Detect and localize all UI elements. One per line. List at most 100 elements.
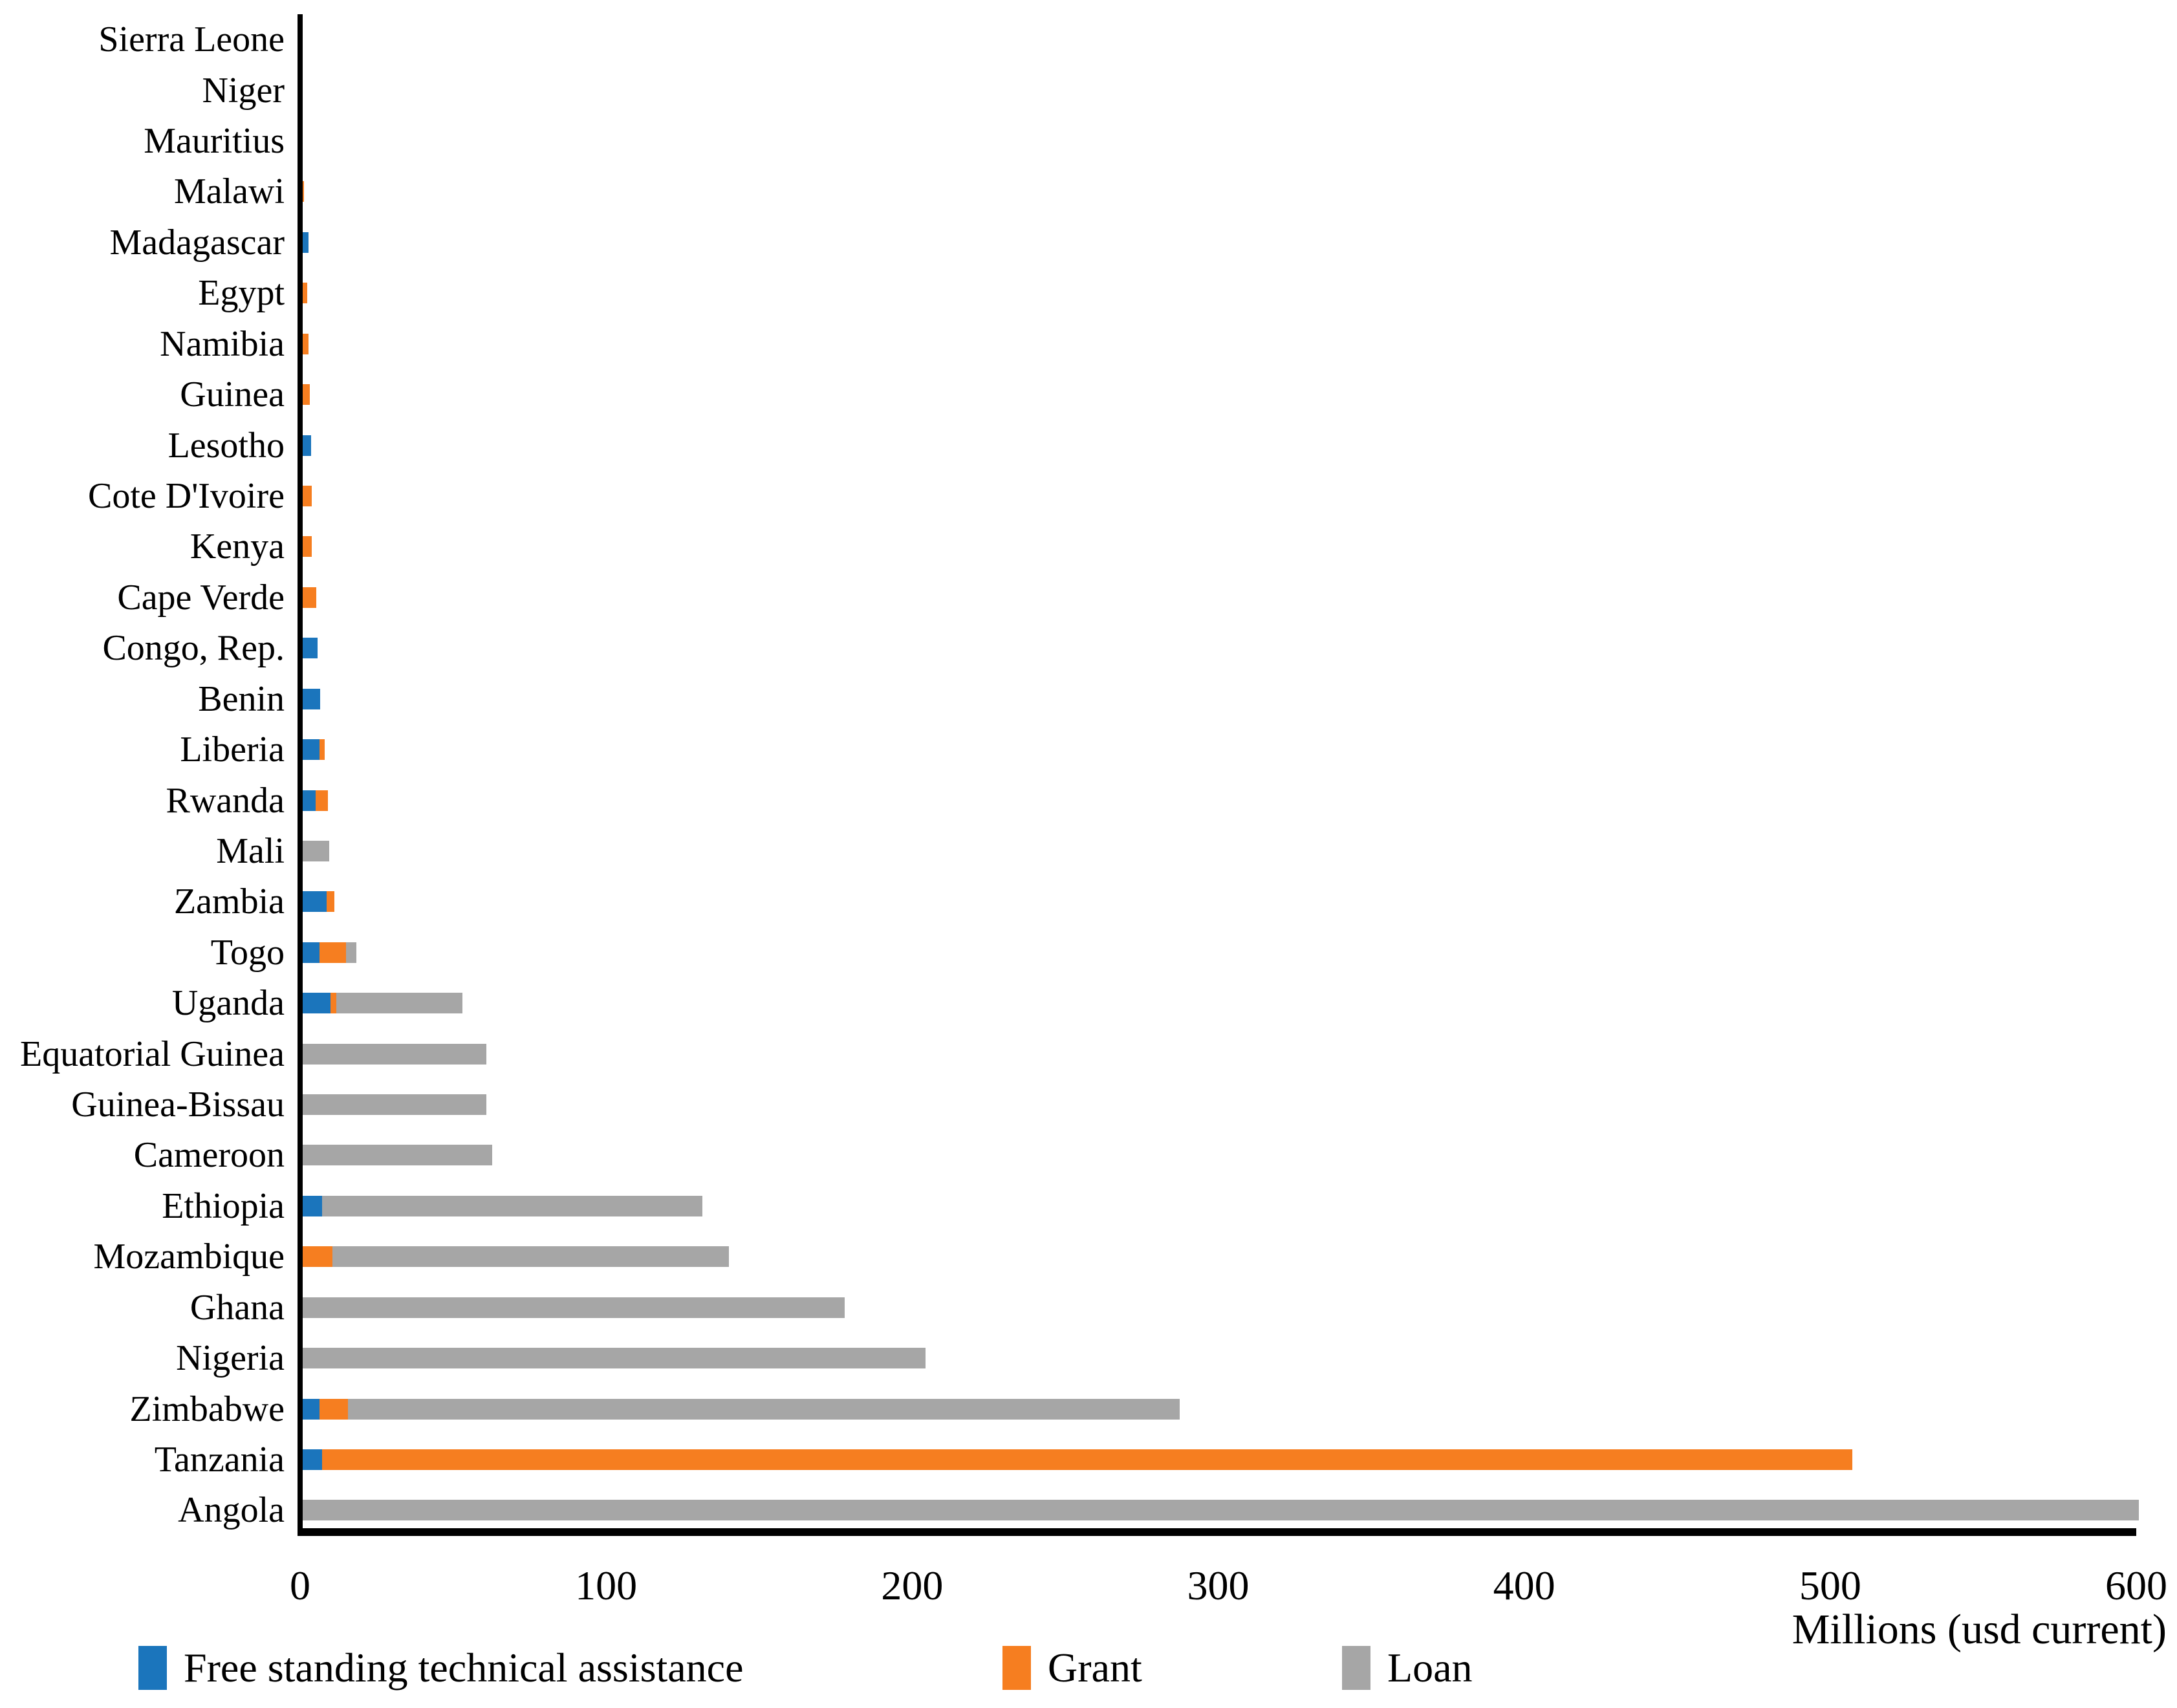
x-axis-ticks: 0 100 200 300 400 500 600 xyxy=(0,1565,2177,1617)
bar-row: Mozambique xyxy=(0,1231,2177,1282)
bar-row: Zambia xyxy=(0,876,2177,927)
bar-row: Togo xyxy=(0,927,2177,978)
bar-segment-free-standing-technical-assistance xyxy=(303,232,309,253)
bar-segment-grant xyxy=(303,536,312,557)
x-tick-label: 100 xyxy=(575,1562,638,1608)
category-label: Tanzania xyxy=(154,1440,285,1480)
bar-track xyxy=(303,1145,2177,1166)
bar-row: Ethiopia xyxy=(0,1181,2177,1231)
category-label: Zambia xyxy=(173,881,285,922)
bar-segment-grant xyxy=(303,333,309,354)
bar-track xyxy=(303,1297,2177,1318)
category-label: Mozambique xyxy=(93,1237,285,1277)
bar-segment-free-standing-technical-assistance xyxy=(303,942,320,963)
bar-track xyxy=(303,181,2177,202)
category-label: Niger xyxy=(202,70,285,111)
legend-label: Free standing technical assistance xyxy=(184,1645,744,1691)
bar-track xyxy=(303,1094,2177,1116)
legend-item: Grant xyxy=(1002,1646,1142,1690)
bar-segment-free-standing-technical-assistance xyxy=(303,790,316,811)
category-label: Rwanda xyxy=(166,780,285,821)
bar-segment-free-standing-technical-assistance xyxy=(303,1398,320,1420)
category-label: Liberia xyxy=(180,730,285,770)
bar-segment-free-standing-technical-assistance xyxy=(303,993,330,1014)
bar-row: Malawi xyxy=(0,166,2177,217)
legend-item: Free standing technical assistance xyxy=(138,1646,743,1690)
x-tick-label: 600 xyxy=(2105,1562,2167,1608)
bar-row: Niger xyxy=(0,65,2177,115)
bar-segment-loan xyxy=(303,1348,926,1369)
bar-segment-free-standing-technical-assistance xyxy=(303,1449,322,1471)
bar-track xyxy=(303,1500,2177,1521)
bar-track xyxy=(303,688,2177,709)
bar-segment-free-standing-technical-assistance xyxy=(303,435,311,456)
bar-row: Lesotho xyxy=(0,420,2177,470)
category-label: Lesotho xyxy=(168,425,285,466)
bar-row: Zimbabwe xyxy=(0,1383,2177,1434)
category-label: Equatorial Guinea xyxy=(20,1033,285,1074)
bar-segment-grant xyxy=(326,891,334,913)
category-label: Zimbabwe xyxy=(129,1389,285,1429)
category-label: Angola xyxy=(178,1490,285,1531)
bar-track xyxy=(303,435,2177,456)
x-tick-label: 400 xyxy=(1493,1562,1555,1608)
bar-track xyxy=(303,283,2177,304)
bar-track xyxy=(303,486,2177,506)
legend-item: Loan xyxy=(1342,1646,1473,1690)
bar-segment-loan xyxy=(345,942,356,963)
bar-track xyxy=(303,840,2177,861)
bar-row: Liberia xyxy=(0,724,2177,775)
bar-track xyxy=(303,131,2177,151)
bar-segment-loan xyxy=(303,1297,845,1318)
bar-track xyxy=(303,333,2177,354)
bar-segment-grant xyxy=(303,1246,332,1268)
legend-label: Grant xyxy=(1048,1645,1142,1691)
x-tick-label: 0 xyxy=(290,1562,310,1608)
legend-swatch-icon xyxy=(138,1646,167,1690)
category-label: Guinea xyxy=(180,374,285,415)
bar-segment-grant xyxy=(303,384,310,405)
bar-row: Guinea xyxy=(0,369,2177,420)
bar-track xyxy=(303,739,2177,761)
bar-segment-grant xyxy=(330,993,336,1014)
bar-segment-grant xyxy=(303,181,305,202)
x-axis-title: Millions (usd current) xyxy=(1792,1606,2167,1653)
x-tick-label: 200 xyxy=(881,1562,944,1608)
category-label: Togo xyxy=(210,932,285,973)
bar-track xyxy=(303,942,2177,963)
bar-segment-free-standing-technical-assistance xyxy=(303,638,318,659)
bar-row: Egypt xyxy=(0,268,2177,318)
bar-row: Guinea-Bissau xyxy=(0,1079,2177,1130)
category-label: Mali xyxy=(216,830,285,871)
category-label: Nigeria xyxy=(176,1338,285,1379)
bar-row: Namibia xyxy=(0,319,2177,369)
bar-track xyxy=(303,1449,2177,1471)
category-label: Madagascar xyxy=(109,222,285,263)
bar-segment-loan xyxy=(303,1145,493,1166)
bar-row: Tanzania xyxy=(0,1434,2177,1485)
bar-track xyxy=(303,536,2177,557)
bar-track xyxy=(303,1043,2177,1065)
bar-segment-loan xyxy=(303,1043,486,1065)
x-tick-label: 500 xyxy=(1799,1562,1861,1608)
category-label: Ghana xyxy=(190,1287,285,1328)
bar-track xyxy=(303,29,2177,50)
bar-segment-loan xyxy=(303,840,330,861)
category-label: Benin xyxy=(198,678,285,719)
bar-track xyxy=(303,790,2177,811)
bar-track xyxy=(303,384,2177,405)
bar-track xyxy=(303,638,2177,659)
plot-area: Sierra Leone Niger Mauritius Malawi Madagasc… xyxy=(0,14,2177,1536)
category-label: Cote D'Ivoire xyxy=(87,476,285,516)
bar-track xyxy=(303,993,2177,1014)
bar-segment-grant xyxy=(303,486,312,506)
legend-swatch-icon xyxy=(1002,1646,1031,1690)
bar-segment-grant xyxy=(321,1449,1852,1471)
category-label: Congo, Rep. xyxy=(102,628,285,669)
bar-row: Cape Verde xyxy=(0,572,2177,623)
bar-track xyxy=(303,232,2177,253)
bar-row: Cote D'Ivoire xyxy=(0,471,2177,521)
category-label: Mauritius xyxy=(144,121,285,162)
bar-row: Mauritius xyxy=(0,116,2177,166)
